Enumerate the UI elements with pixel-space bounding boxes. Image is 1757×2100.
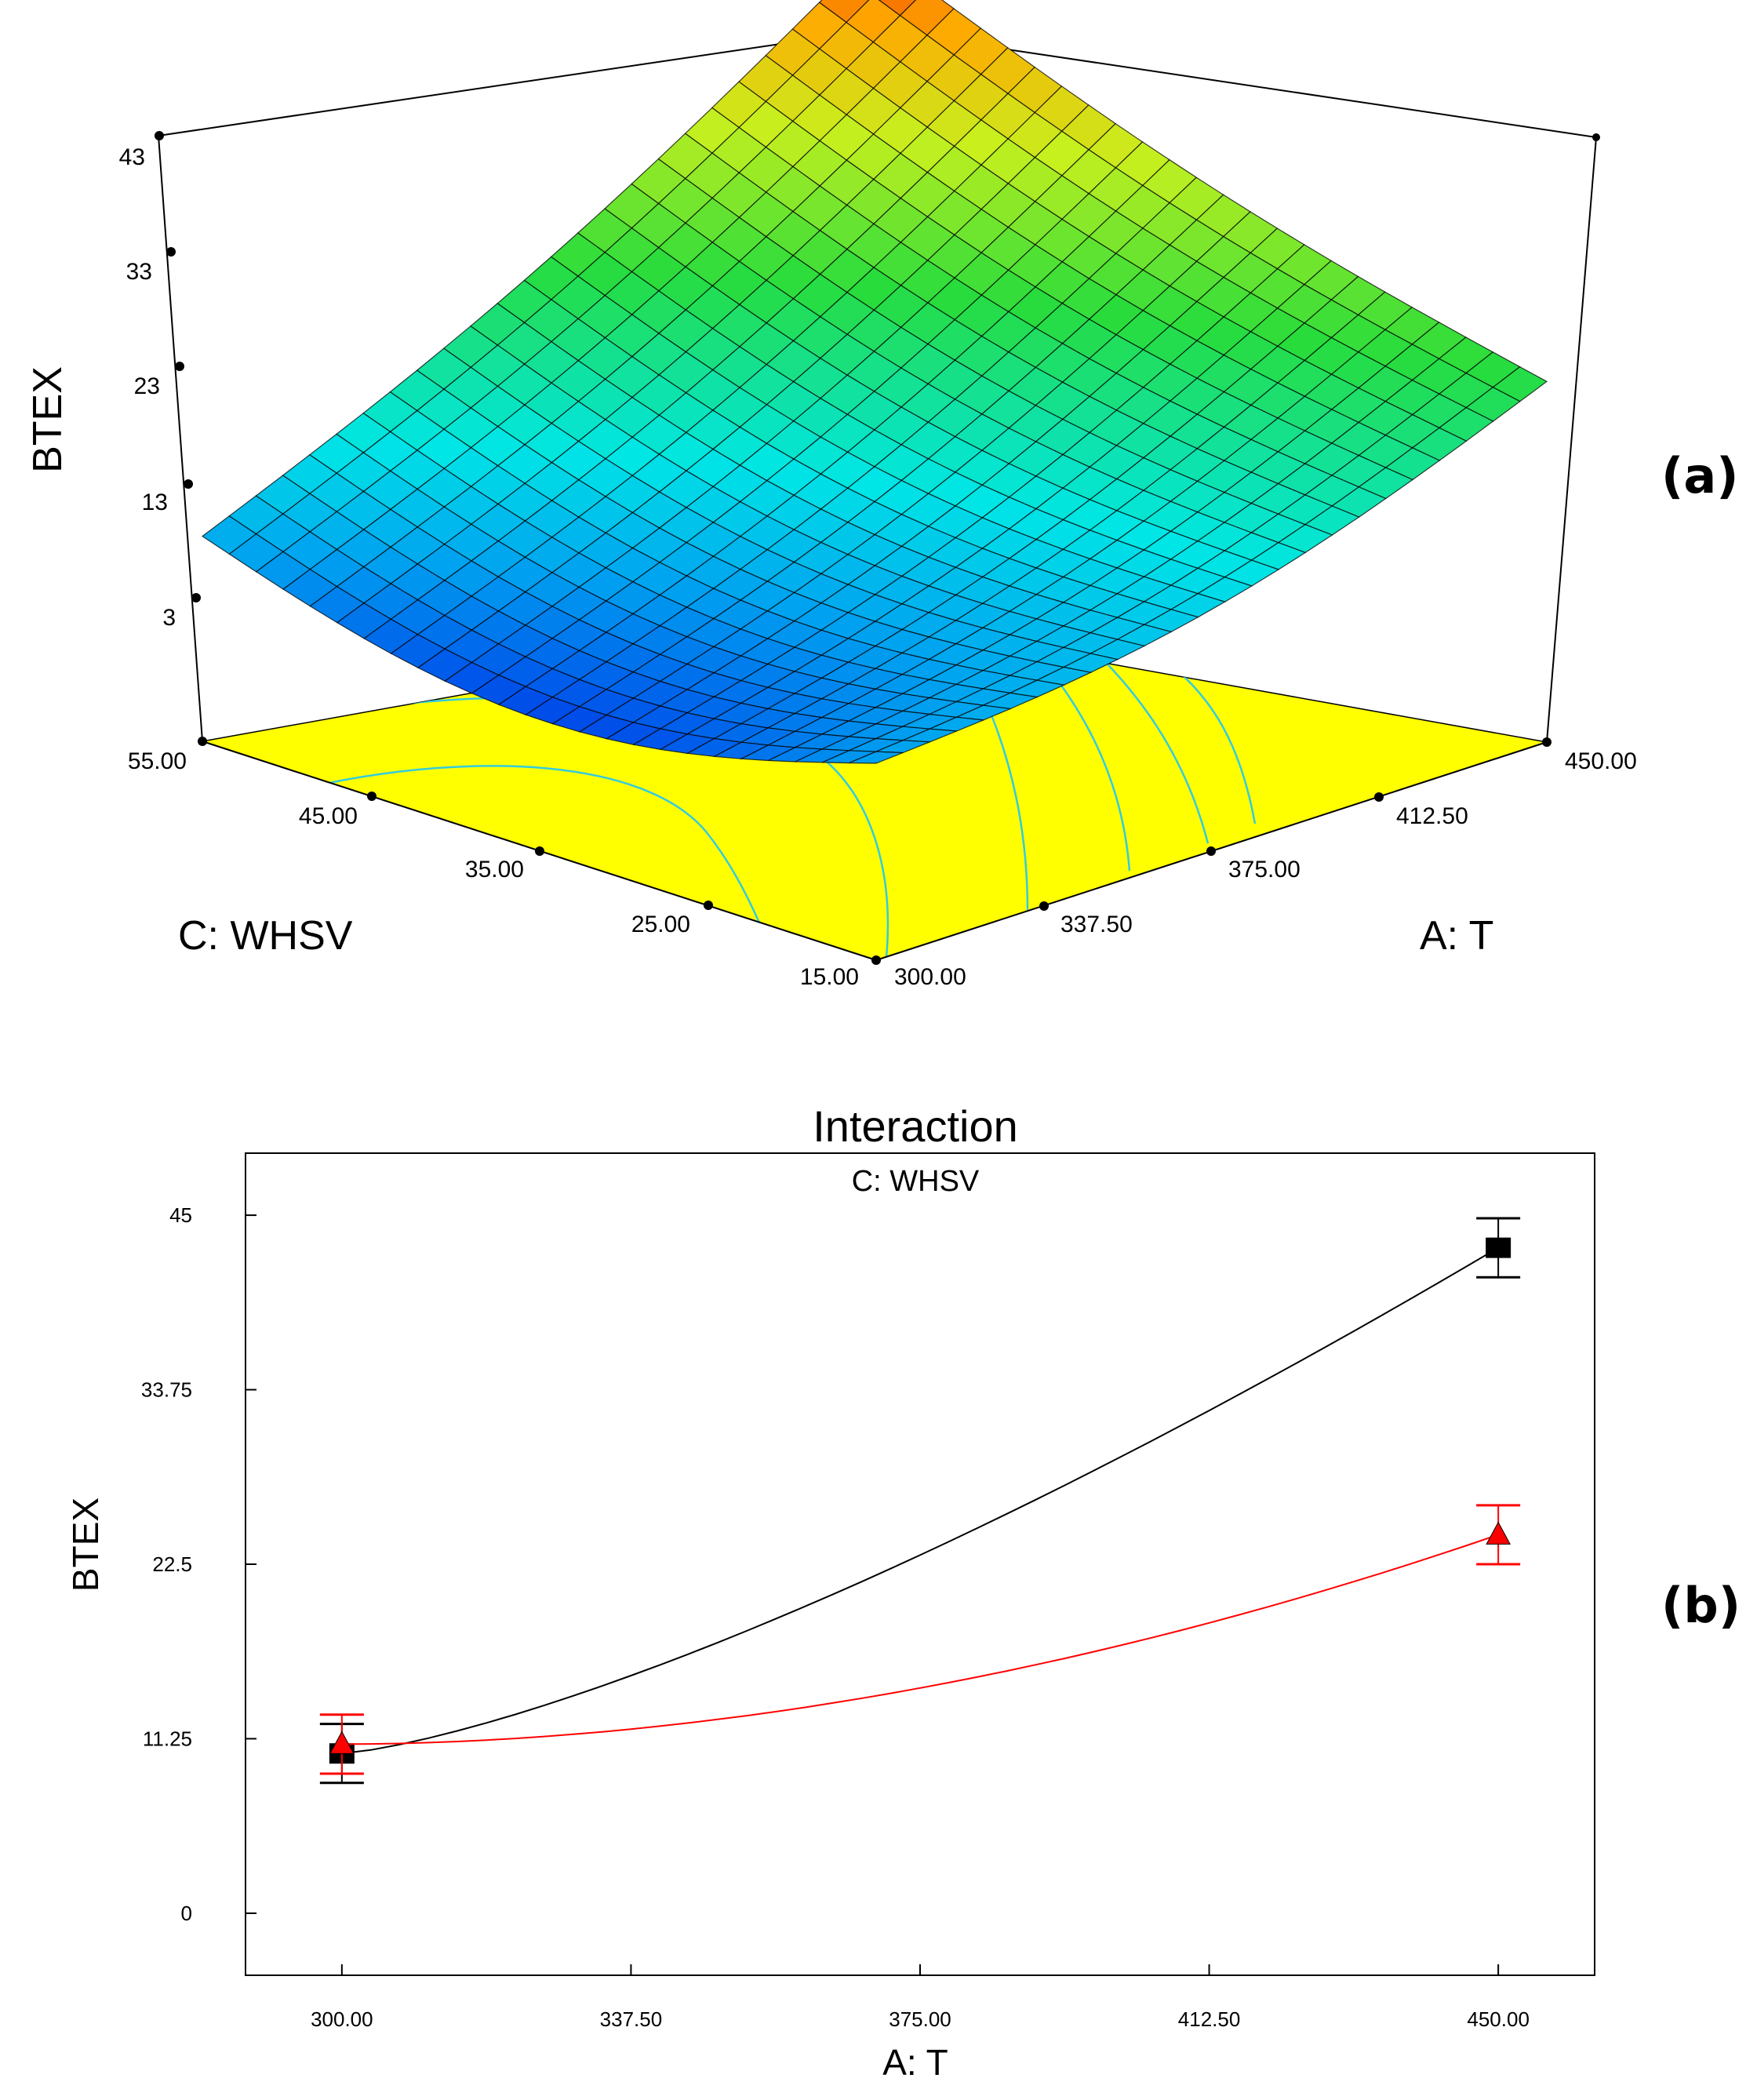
z-tick-label: 13 bbox=[142, 490, 168, 515]
z-axis-label: BTEX bbox=[25, 366, 71, 473]
z-tick-label: 3 bbox=[162, 605, 176, 631]
x-tick-label: 375.00 bbox=[1228, 857, 1300, 883]
x-tick-label: 412.50 bbox=[1178, 2007, 1241, 2031]
chart-title: Interaction bbox=[813, 1101, 1018, 1151]
floor-contour-line bbox=[321, 765, 762, 926]
y-tick-dot bbox=[704, 901, 713, 910]
top-left-edge bbox=[158, 29, 877, 136]
x-tick-dot bbox=[1374, 792, 1384, 802]
x-axis-label: A: T bbox=[1420, 913, 1493, 959]
tick-dots bbox=[155, 131, 1600, 965]
series-line bbox=[341, 1534, 1499, 1745]
data-point-square bbox=[1486, 1237, 1511, 1258]
surface-cell bbox=[849, 751, 904, 764]
x-tick-dot bbox=[1206, 846, 1216, 856]
y-tick-label: 11.25 bbox=[143, 1727, 192, 1750]
y-tick-label: 33.75 bbox=[141, 1378, 192, 1402]
surface-chart: 43 33 23 13 3 55.00 45.00 35.00 25.00 15… bbox=[25, 0, 1739, 990]
x-tick-label: 450.00 bbox=[1565, 748, 1637, 774]
chart-subtitle: C: WHSV bbox=[852, 1165, 980, 1198]
z-tick-dot bbox=[175, 362, 184, 371]
z-tick-label: 43 bbox=[119, 144, 145, 170]
y-tick-label: 22.5 bbox=[152, 1552, 192, 1576]
y-tick-label: 35.00 bbox=[465, 857, 524, 883]
corner-dot bbox=[1592, 133, 1600, 141]
y-tick-dot bbox=[367, 792, 376, 801]
x-axis-label: A: T bbox=[882, 2042, 948, 2083]
y-axis-label: C: WHSV bbox=[178, 913, 353, 959]
x-tick-label: 337.50 bbox=[600, 2007, 663, 2031]
y-axis-label: BTEX bbox=[65, 1498, 106, 1592]
z-tick-dot bbox=[191, 593, 201, 602]
x-tick-dot bbox=[1542, 737, 1551, 747]
panel-label-b: (b) bbox=[1661, 1577, 1741, 1634]
data-point-triangle bbox=[1486, 1521, 1511, 1545]
interaction-chart: Interaction C: WHSV 0 11.25 22.5 33.75 45 30… bbox=[65, 1101, 1741, 2083]
y-tick-dot bbox=[198, 737, 207, 746]
z-tick-dot bbox=[155, 131, 164, 140]
x-tick-label: 412.50 bbox=[1396, 803, 1468, 829]
x-tick-label: 450.00 bbox=[1467, 2007, 1530, 2031]
z-tick-dot bbox=[184, 479, 193, 489]
x-ticks: 300.00 337.50 375.00 412.50 450.00 bbox=[311, 1964, 1530, 2031]
z-tick-dot bbox=[166, 247, 176, 257]
plot-area bbox=[245, 1152, 1595, 1976]
y-tick-label: 25.00 bbox=[631, 912, 690, 937]
x-tick-label: 375.00 bbox=[889, 2007, 951, 2031]
y-tick-dot bbox=[535, 846, 544, 856]
y-tick-label: 55.00 bbox=[128, 748, 187, 774]
series bbox=[319, 1217, 1521, 1785]
panel-label-a: (a) bbox=[1661, 447, 1739, 504]
right-vertical-edge bbox=[1546, 136, 1597, 743]
z-tick-label: 23 bbox=[134, 373, 160, 399]
left-vertical-edge bbox=[158, 135, 203, 742]
x-tick-dot bbox=[1039, 901, 1049, 911]
z-tick-label: 33 bbox=[126, 259, 152, 285]
y-tick-label: 15.00 bbox=[800, 964, 859, 990]
x-tick-label: 300.00 bbox=[894, 964, 966, 990]
y-tick-label: 0 bbox=[181, 1902, 192, 1925]
series-line bbox=[341, 1247, 1499, 1755]
y-ticks: 0 11.25 22.5 33.75 45 bbox=[141, 1203, 256, 1925]
x-tick-label: 300.00 bbox=[311, 2007, 373, 2031]
y-tick-label: 45 bbox=[169, 1203, 192, 1227]
surface-mesh bbox=[201, 0, 1548, 764]
x-tick-dot bbox=[871, 955, 881, 965]
data-point-triangle bbox=[329, 1731, 355, 1754]
x-tick-label: 337.50 bbox=[1060, 912, 1133, 937]
y-tick-label: 45.00 bbox=[299, 803, 358, 829]
